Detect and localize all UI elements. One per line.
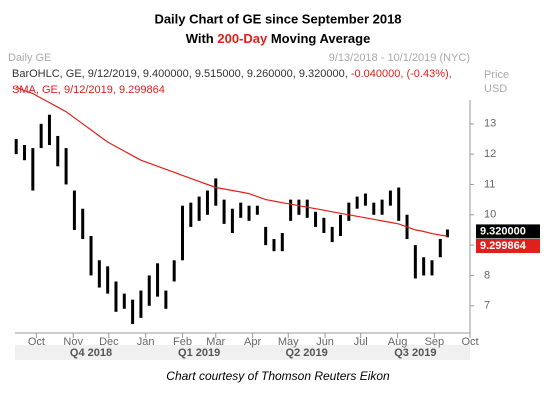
y-tick-label: 10 <box>484 209 496 221</box>
chart-subtitle: With 200-Day Moving Average <box>186 31 371 46</box>
legend-text: BarOHLC, GE, 9/12/2019, 9.400000, 9.5150… <box>12 68 348 80</box>
x-tick-label: Feb <box>173 336 192 348</box>
price-tag <box>476 224 540 239</box>
axis-label: Price <box>484 69 509 81</box>
quarter-band <box>15 345 470 360</box>
sma-line <box>15 86 448 237</box>
footer: Chart courtesy of Thomson Reuters Eikon <box>166 369 390 383</box>
quarter-label: Q2 2019 <box>286 347 328 359</box>
y-tick-label: 11 <box>484 178 495 190</box>
quarter-label: Q3 2019 <box>394 347 436 359</box>
x-tick-label: Jun <box>316 336 334 348</box>
x-tick-label: Sep <box>425 336 445 348</box>
subtitle-highlight: 200-Day <box>217 31 268 46</box>
chart-title: Daily Chart of GE since September 2018 <box>154 11 401 26</box>
panel-label: Daily GE <box>8 52 51 64</box>
x-tick-label: Aug <box>388 336 408 348</box>
x-tick-label: Dec <box>99 336 119 348</box>
x-tick-label: Mar <box>206 336 225 348</box>
price-tag-label: 9.320000 <box>480 225 526 237</box>
x-tick-label: Jul <box>354 336 368 348</box>
price-tag-label: 9.299864 <box>480 240 527 252</box>
legend-change: -0.040000, (-0.43%), <box>351 68 452 80</box>
quarter-label: Q4 2018 <box>70 347 112 359</box>
x-tick-label: Oct <box>28 336 45 348</box>
x-tick-label: Oct <box>461 336 478 348</box>
price-tag <box>476 239 540 254</box>
x-tick-label: Nov <box>63 336 83 348</box>
x-tick-label: May <box>278 336 299 348</box>
y-tick-label: 12 <box>484 148 496 160</box>
x-tick-label: Apr <box>244 336 261 348</box>
legend-sma: SMA, GE, 9/12/2019, 9.299864 <box>12 84 165 96</box>
y-tick-label: 8 <box>484 269 490 281</box>
x-tick-label: Jan <box>137 336 155 348</box>
y-tick-label: 7 <box>484 300 490 312</box>
subtitle-part: Moving Average <box>267 31 370 46</box>
date-range: 9/13/2018 - 10/1/2019 (NYC) <box>329 52 470 64</box>
y-tick-label: 13 <box>484 118 496 130</box>
legend-bars: BarOHLC, GE, 9/12/2019, 9.400000, 9.5150… <box>12 68 452 80</box>
subtitle-part: With <box>186 31 218 46</box>
quarter-label: Q1 2019 <box>178 347 220 359</box>
axis-label: USD <box>484 83 507 95</box>
